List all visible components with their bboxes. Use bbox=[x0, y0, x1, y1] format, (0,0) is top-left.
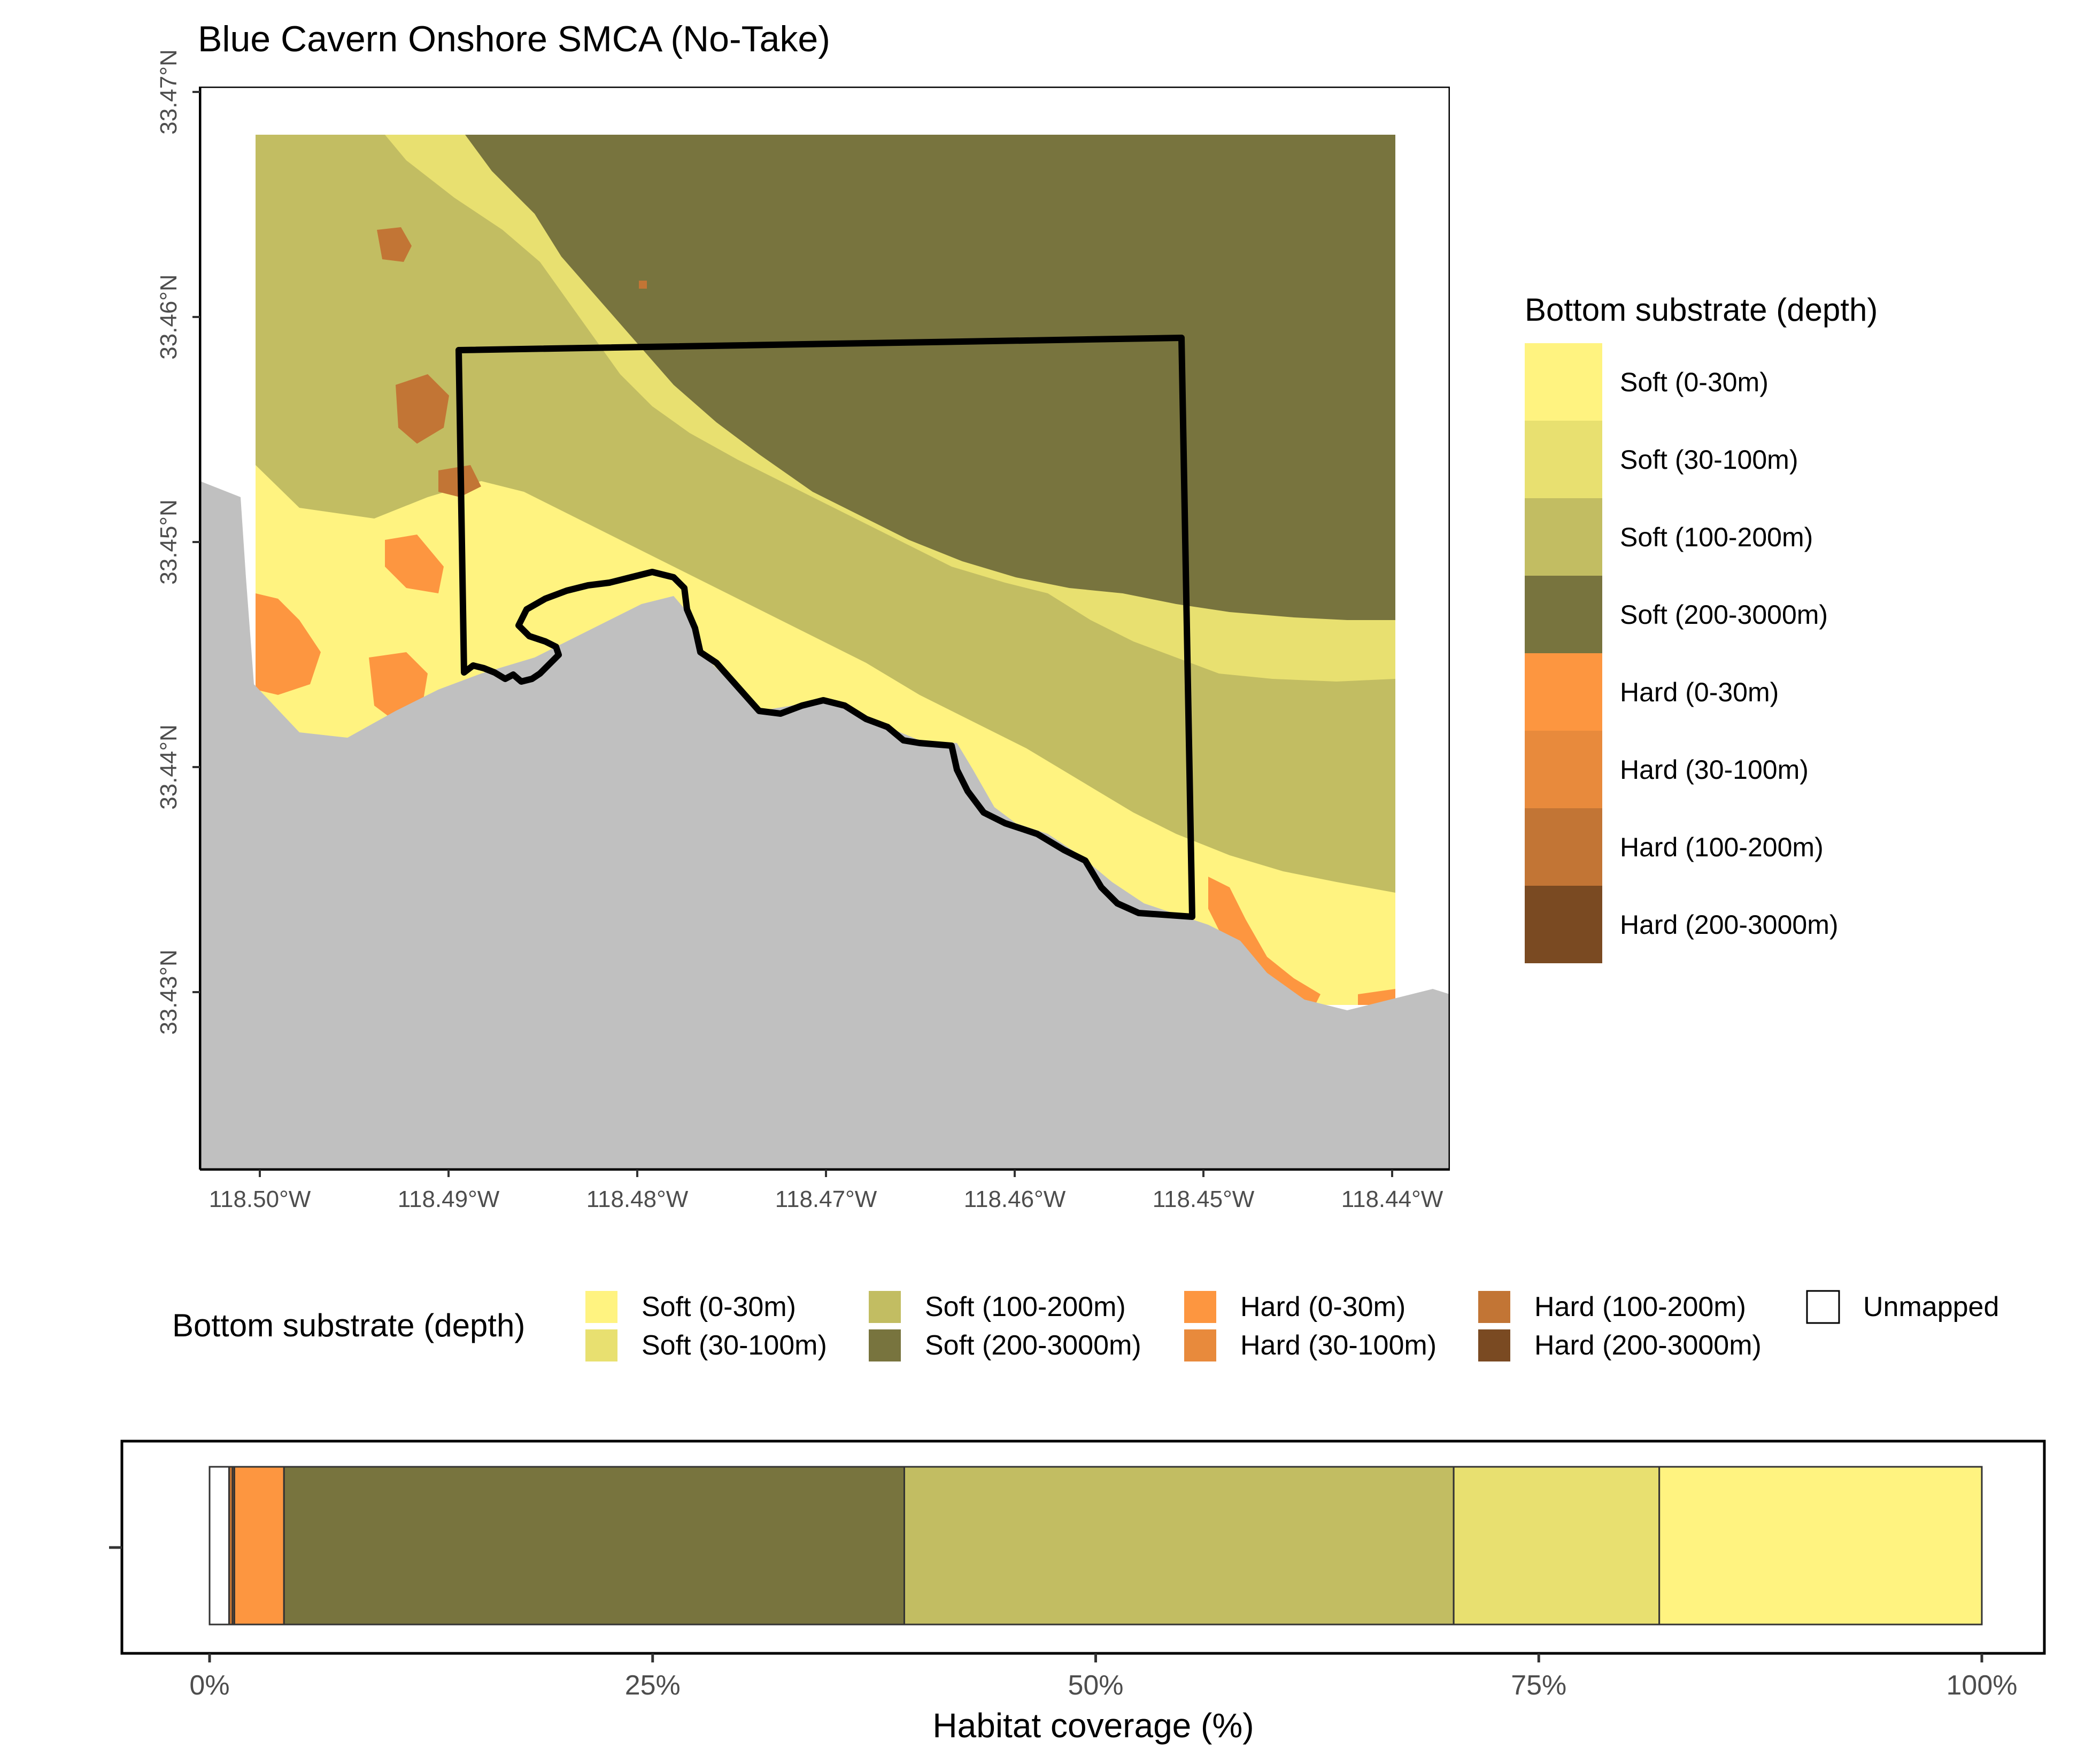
map-panel bbox=[200, 87, 1450, 1170]
coverage-bar-segment bbox=[1453, 1466, 1661, 1626]
legend-right-items: Soft (0-30m) Soft (30-100m) Soft (100-200m… bbox=[1525, 343, 1839, 963]
legend-right-swatch bbox=[1525, 653, 1602, 731]
legend-right: Bottom substrate (depth) Soft (0-30m)Sof… bbox=[1525, 292, 1878, 963]
legend-right-label: Hard (100-200m) bbox=[1620, 832, 1824, 862]
y-tick-label: 33.46°N bbox=[156, 274, 182, 359]
y-tick-label: 33.47°N bbox=[156, 49, 182, 134]
x-tick-label: 118.50°W bbox=[209, 1186, 311, 1212]
coverage-x-axis-label: Habitat coverage (%) bbox=[932, 1706, 1254, 1745]
legend-right-title: Bottom substrate (depth) bbox=[1525, 292, 1878, 328]
legend-right-label: Hard (200-3000m) bbox=[1620, 910, 1839, 940]
coverage-x-tick-label: 75% bbox=[1511, 1670, 1566, 1701]
y-tick-label: 33.45°N bbox=[156, 499, 182, 584]
legend-bottom: Bottom substrate (depth) Soft (0-30m)Sof… bbox=[172, 1290, 1999, 1361]
legend-right-swatch bbox=[1525, 498, 1602, 576]
legend-bottom-label: Soft (100-200m) bbox=[925, 1291, 1126, 1322]
map-y-ticks: 33.47°N 33.46°N 33.45°N 33.44°N 33.43°N bbox=[156, 49, 200, 1035]
x-tick-label: 118.45°W bbox=[1153, 1186, 1255, 1212]
coverage-bars bbox=[208, 1466, 1983, 1626]
legend-bottom-label: Unmapped bbox=[1863, 1291, 1999, 1322]
legend-bottom-swatch bbox=[1806, 1290, 1840, 1324]
hard-0-30m-patches bbox=[256, 535, 1395, 1005]
coverage-x-ticks: 0% 25% 50% 75% 100% bbox=[189, 1653, 2018, 1701]
legend-right-swatch bbox=[1525, 731, 1602, 808]
coverage-x-tick-label: 0% bbox=[189, 1670, 229, 1701]
legend-bottom-swatch bbox=[1184, 1291, 1216, 1323]
legend-right-swatch bbox=[1525, 343, 1602, 421]
coverage-bar-segment bbox=[283, 1466, 905, 1626]
map-title: Blue Cavern Onshore SMCA (No-Take) bbox=[198, 19, 830, 59]
legend-bottom-swatch bbox=[585, 1329, 617, 1361]
coverage-chart: 0% 25% 50% 75% 100% Habitat coverage (%) bbox=[109, 1440, 2046, 1745]
legend-right-label: Hard (30-100m) bbox=[1620, 755, 1809, 785]
y-tick-label: 33.43°N bbox=[156, 949, 182, 1034]
legend-bottom-swatch bbox=[585, 1291, 617, 1323]
legend-bottom-label: Hard (30-100m) bbox=[1240, 1330, 1437, 1361]
legend-bottom-label: Hard (0-30m) bbox=[1240, 1291, 1406, 1322]
legend-bottom-swatch bbox=[1184, 1329, 1216, 1361]
map-x-ticks: 118.50°W 118.49°W 118.48°W 118.47°W 118.… bbox=[209, 1170, 1443, 1212]
coverage-x-tick-label: 50% bbox=[1068, 1670, 1123, 1701]
legend-bottom-label: Soft (200-3000m) bbox=[925, 1330, 1141, 1361]
coverage-bar-segment bbox=[1658, 1466, 1983, 1626]
legend-right-label: Soft (100-200m) bbox=[1620, 522, 1813, 552]
legend-bottom-swatch bbox=[1478, 1291, 1510, 1323]
legend-right-swatch bbox=[1525, 886, 1602, 963]
legend-right-swatch bbox=[1525, 421, 1602, 498]
legend-bottom-items: Soft (0-30m) Soft (30-100m) Soft (100-200m… bbox=[585, 1290, 1999, 1361]
legend-bottom-title: Bottom substrate (depth) bbox=[172, 1307, 525, 1343]
coverage-bar-segment bbox=[233, 1466, 285, 1626]
legend-bottom-swatch bbox=[869, 1291, 901, 1323]
x-tick-label: 118.48°W bbox=[586, 1186, 689, 1212]
legend-right-label: Hard (0-30m) bbox=[1620, 677, 1779, 707]
legend-bottom-label: Soft (0-30m) bbox=[642, 1291, 796, 1322]
coverage-bar-segment bbox=[903, 1466, 1455, 1626]
x-tick-label: 118.47°W bbox=[775, 1186, 877, 1212]
x-tick-label: 118.44°W bbox=[1341, 1186, 1443, 1212]
legend-bottom-label: Hard (100-200m) bbox=[1534, 1291, 1746, 1322]
legend-right-label: Soft (0-30m) bbox=[1620, 367, 1769, 397]
legend-right-label: Soft (200-3000m) bbox=[1620, 600, 1828, 630]
legend-bottom-label: Hard (200-3000m) bbox=[1534, 1330, 1762, 1361]
mpa-boundary bbox=[455, 335, 1195, 920]
legend-right-swatch bbox=[1525, 576, 1602, 653]
coverage-x-tick-label: 100% bbox=[1947, 1670, 2018, 1701]
land-catalina-island bbox=[200, 481, 1450, 1170]
x-tick-label: 118.49°W bbox=[398, 1186, 500, 1212]
legend-bottom-label: Soft (30-100m) bbox=[642, 1330, 827, 1361]
x-tick-label: 118.46°W bbox=[964, 1186, 1066, 1212]
y-tick-label: 33.44°N bbox=[156, 724, 182, 809]
legend-right-label: Soft (30-100m) bbox=[1620, 445, 1798, 475]
legend-bottom-swatch bbox=[869, 1329, 901, 1361]
coverage-bar-segment bbox=[208, 1466, 230, 1626]
legend-right-swatch bbox=[1525, 808, 1602, 886]
legend-bottom-swatch bbox=[1478, 1329, 1510, 1361]
coverage-x-tick-label: 25% bbox=[625, 1670, 681, 1701]
